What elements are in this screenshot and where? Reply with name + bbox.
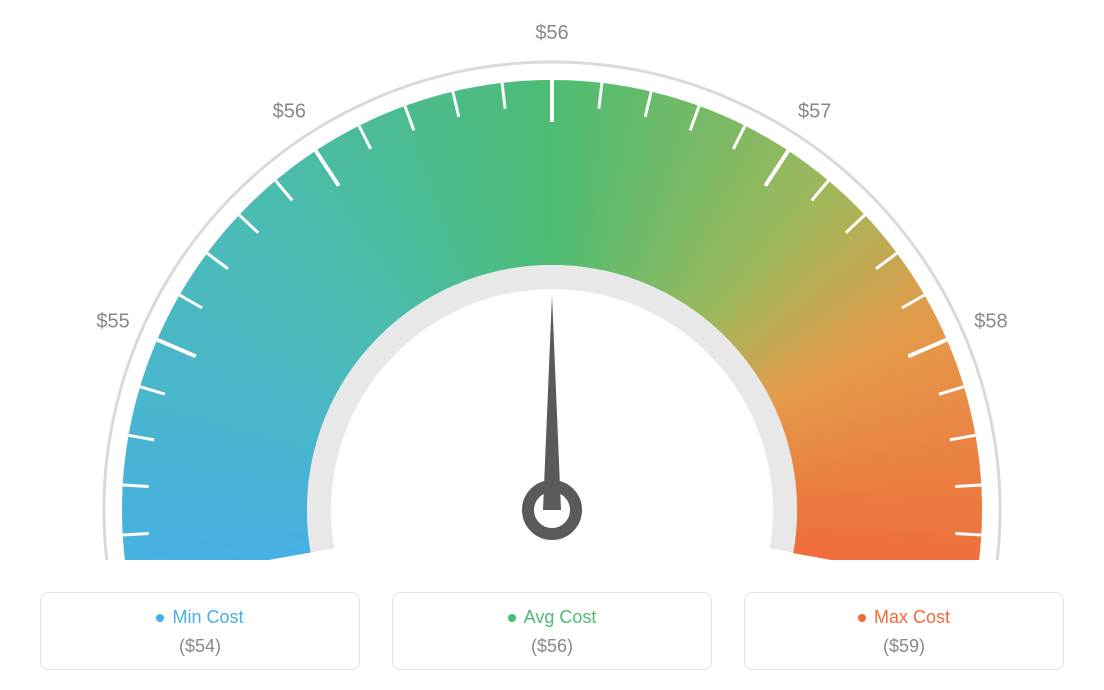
legend-avg-value: ($56) xyxy=(403,636,701,657)
legend-avg-card: Avg Cost ($56) xyxy=(392,592,712,670)
legend-max-title: Max Cost xyxy=(755,607,1053,628)
legend-avg-label: Avg Cost xyxy=(524,607,597,627)
legend-max-value: ($59) xyxy=(755,636,1053,657)
cost-gauge: $54$55$56$56$57$58$59 xyxy=(0,0,1104,560)
legend-max-label: Max Cost xyxy=(874,607,950,627)
svg-text:$56: $56 xyxy=(273,101,306,123)
svg-text:$56: $56 xyxy=(535,22,568,44)
dot-icon xyxy=(508,614,516,622)
legend-avg-title: Avg Cost xyxy=(403,607,701,628)
legend-min-card: Min Cost ($54) xyxy=(40,592,360,670)
svg-text:$57: $57 xyxy=(798,101,831,123)
legend-row: Min Cost ($54) Avg Cost ($56) Max Cost (… xyxy=(40,592,1064,670)
legend-min-value: ($54) xyxy=(51,636,349,657)
dot-icon xyxy=(156,614,164,622)
legend-min-label: Min Cost xyxy=(172,607,243,627)
dot-icon xyxy=(858,614,866,622)
legend-min-title: Min Cost xyxy=(51,607,349,628)
svg-text:$58: $58 xyxy=(974,311,1007,333)
legend-max-card: Max Cost ($59) xyxy=(744,592,1064,670)
svg-text:$55: $55 xyxy=(96,311,129,333)
